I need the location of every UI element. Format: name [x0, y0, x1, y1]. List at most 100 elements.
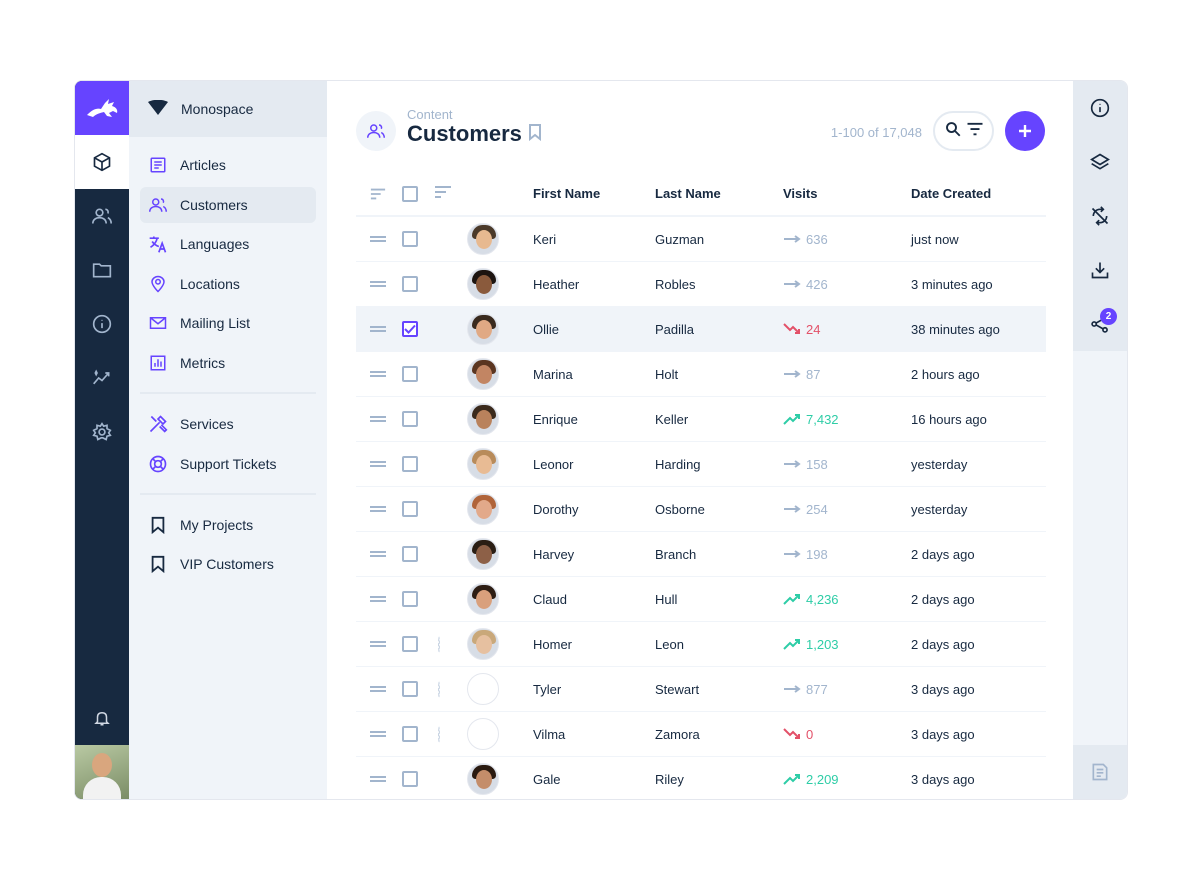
table-row[interactable]: Harvey Branch 198 2 days ago — [356, 532, 1046, 577]
info-icon[interactable] — [1073, 81, 1127, 135]
table-row[interactable]: Heather Robles 426 3 minutes ago — [356, 262, 1046, 307]
trend-flat-icon — [783, 459, 801, 469]
project-switcher[interactable]: Monospace — [129, 81, 327, 137]
drag-handle-icon[interactable] — [370, 730, 386, 738]
page-icon-people-icon — [356, 111, 396, 151]
nav-item-mailing-list[interactable]: Mailing List — [140, 305, 316, 341]
trend-flat-icon — [783, 279, 801, 289]
breadcrumb[interactable]: Content — [407, 107, 453, 122]
nav-item-support-tickets[interactable]: Support Tickets — [140, 446, 316, 482]
table-body: Keri Guzman 636 just now Heather Robles 426 3 m… — [356, 217, 1046, 799]
drag-handle-icon[interactable] — [370, 595, 386, 603]
collapse-sidebar-icon[interactable] — [1073, 745, 1127, 799]
drag-handle-icon[interactable] — [370, 550, 386, 558]
module-files-folder-icon[interactable] — [75, 243, 129, 297]
module-content-cube-icon[interactable] — [75, 135, 129, 189]
sync-off-icon[interactable] — [1073, 189, 1127, 243]
current-user-avatar[interactable] — [75, 745, 129, 799]
row-checkbox[interactable] — [402, 366, 418, 382]
table-row[interactable]: Ollie Padilla 24 38 minutes ago — [356, 307, 1046, 352]
visits-value: 2,209 — [806, 771, 839, 787]
column-header-date-created[interactable]: Date Created — [911, 186, 992, 201]
visits-value: 4,236 — [806, 591, 839, 607]
drag-handle-icon[interactable] — [370, 775, 386, 783]
drag-handle-icon[interactable] — [370, 280, 386, 288]
download-icon[interactable] — [1073, 243, 1127, 297]
module-insights-icon[interactable] — [75, 351, 129, 405]
avatar — [467, 583, 499, 615]
nav-divider — [140, 391, 316, 394]
module-info-icon[interactable] — [75, 297, 129, 351]
search-filter-button[interactable] — [933, 111, 994, 151]
nav-item-vip-customers[interactable]: VIP Customers — [140, 546, 316, 582]
drag-handle-icon[interactable] — [370, 235, 386, 243]
module-users-icon[interactable] — [75, 189, 129, 243]
cell-last-name: Stewart — [655, 681, 700, 697]
table-row[interactable]: Marina Holt 87 2 hours ago — [356, 352, 1046, 397]
column-header-first-name[interactable]: First Name — [533, 186, 601, 201]
drag-handle-icon[interactable] — [370, 505, 386, 513]
sort-manual-icon[interactable] — [370, 187, 386, 201]
cell-first-name: Gale — [533, 771, 561, 787]
filter-icon — [966, 121, 984, 142]
trend-flat-icon — [783, 684, 801, 694]
trend-flat-icon — [783, 234, 801, 244]
nav-item-articles[interactable]: Articles — [140, 147, 316, 183]
visits-value: 426 — [806, 276, 828, 292]
logo-rabbit-icon[interactable] — [75, 81, 129, 135]
nav-item-my-projects[interactable]: My Projects — [140, 507, 316, 543]
nav-item-services[interactable]: Services — [140, 406, 316, 442]
column-sort-icon[interactable] — [434, 185, 452, 202]
nav-item-metrics[interactable]: Metrics — [140, 345, 316, 381]
column-header-visits[interactable]: Visits — [783, 186, 818, 201]
table-row[interactable]: Gale Riley 2,209 3 days ago — [356, 757, 1046, 799]
module-settings-gear-icon[interactable] — [75, 405, 129, 459]
drag-handle-icon[interactable] — [370, 370, 386, 378]
nav-item-locations[interactable]: Locations — [140, 266, 316, 302]
cell-visits: 426 — [783, 277, 828, 292]
row-checkbox[interactable] — [402, 591, 418, 607]
row-checkbox[interactable] — [402, 681, 418, 697]
visits-value: 7,432 — [806, 411, 839, 427]
table-row[interactable]: Keri Guzman 636 just now — [356, 217, 1046, 262]
table-row[interactable]: Claud Hull 4,236 2 days ago — [356, 577, 1046, 622]
drag-handle-icon[interactable] — [370, 415, 386, 423]
drag-handle-icon[interactable] — [370, 685, 386, 693]
table-row[interactable]: Tyler Stewart 877 3 days ago — [356, 667, 1046, 712]
share-icon[interactable]: 2 — [1073, 297, 1127, 351]
table-row[interactable]: Enrique Keller 7,432 16 hours ago — [356, 397, 1046, 442]
add-item-button[interactable] — [1005, 111, 1045, 151]
nav-item-label: Languages — [180, 236, 250, 253]
column-header-last-name[interactable]: Last Name — [655, 186, 721, 201]
row-checkbox[interactable] — [402, 501, 418, 517]
table-row[interactable]: Homer Leon 1,203 2 days ago — [356, 622, 1046, 667]
table-row[interactable]: Vilma Zamora 0 3 days ago — [356, 712, 1046, 757]
table-row[interactable]: Dorothy Osborne 254 yesterday — [356, 487, 1046, 532]
drag-handle-icon[interactable] — [370, 640, 386, 648]
row-checkbox[interactable] — [402, 726, 418, 742]
row-checkbox[interactable] — [402, 456, 418, 472]
trend-up-icon — [783, 773, 801, 785]
row-checkbox[interactable] — [402, 546, 418, 562]
row-checkbox[interactable] — [402, 321, 418, 337]
row-checkbox[interactable] — [402, 771, 418, 787]
cell-date-created: 3 minutes ago — [911, 276, 993, 292]
row-checkbox[interactable] — [402, 411, 418, 427]
nav-item-customers[interactable]: Customers — [140, 186, 316, 223]
visits-value: 87 — [806, 366, 821, 382]
row-checkbox[interactable] — [402, 231, 418, 247]
notifications-bell-icon[interactable] — [75, 691, 129, 745]
table-row[interactable]: Leonor Harding 158 yesterday — [356, 442, 1046, 487]
drag-handle-icon[interactable] — [370, 460, 386, 468]
bookmark-icon[interactable] — [528, 121, 542, 147]
row-checkbox[interactable] — [402, 636, 418, 652]
drag-handle-icon[interactable] — [370, 325, 386, 333]
cell-last-name: Padilla — [655, 321, 695, 337]
nav-item-languages[interactable]: Languages — [140, 226, 316, 262]
layers-icon[interactable] — [1073, 135, 1127, 189]
select-all-checkbox[interactable] — [402, 185, 418, 202]
cell-last-name: Leon — [655, 636, 684, 652]
avatar — [467, 718, 499, 750]
page-title: Customers — [407, 121, 522, 146]
row-checkbox[interactable] — [402, 276, 418, 292]
